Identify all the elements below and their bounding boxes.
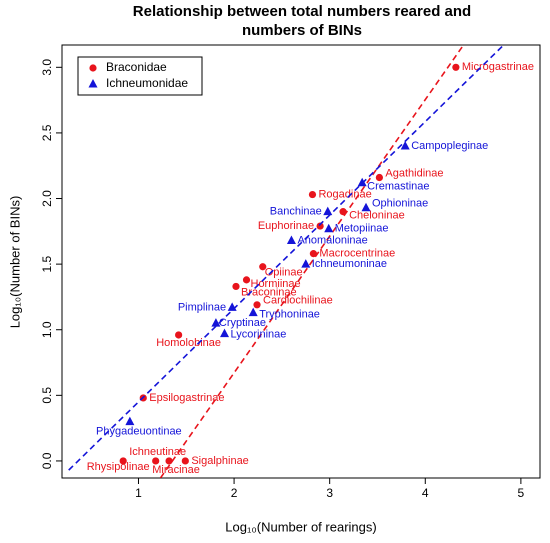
point xyxy=(253,301,261,309)
point-label: Lycorininae xyxy=(231,329,287,341)
point xyxy=(339,208,347,216)
point-label: Rogadinae xyxy=(318,188,371,200)
point-label: Ichneutinae xyxy=(129,446,186,458)
point xyxy=(316,222,324,230)
x-tick-label: 4 xyxy=(422,486,429,500)
x-tick-label: 5 xyxy=(518,486,525,500)
point-label: Epsilogastrinae xyxy=(149,392,224,404)
point-label: Ichneumoninae xyxy=(312,258,387,270)
legend-marker xyxy=(89,64,97,72)
y-tick-label: 0.5 xyxy=(40,387,54,404)
point xyxy=(152,457,160,465)
point-label: Banchinae xyxy=(270,206,322,218)
point-label: Opiinae xyxy=(265,267,303,279)
point-label: Phygadeuontinae xyxy=(96,425,182,437)
x-tick-label: 3 xyxy=(326,486,333,500)
point xyxy=(220,328,230,338)
fit-line xyxy=(159,45,465,478)
legend-marker xyxy=(88,79,98,88)
point xyxy=(361,202,371,212)
point xyxy=(232,282,240,291)
point xyxy=(357,177,367,187)
point xyxy=(227,302,237,311)
y-tick-label: 2.5 xyxy=(40,124,54,141)
legend-box xyxy=(77,56,203,96)
point-label: Cheloninae xyxy=(349,210,405,222)
x-tick-label: 1 xyxy=(135,486,142,500)
y-tick-label: 1.5 xyxy=(40,255,54,272)
point xyxy=(248,307,258,317)
point-label: Cremastinae xyxy=(367,181,429,193)
x-axis-label: Log₁₀(Number of rearings) xyxy=(225,519,376,534)
point-label: Rhysipolinae xyxy=(87,461,150,473)
y-tick-label: 3.0 xyxy=(40,59,54,76)
point-label: Pimplinae xyxy=(178,301,226,313)
legend-label: Ichneumonidae xyxy=(106,76,188,90)
point xyxy=(301,259,311,268)
point xyxy=(211,318,221,327)
plot-frame xyxy=(61,44,541,479)
legend-label: Braconidae xyxy=(106,60,167,74)
point-label: Agathidinae xyxy=(385,167,443,179)
point-label: Euphorinae xyxy=(258,220,314,232)
point-label: Cryptinae xyxy=(219,317,266,329)
point xyxy=(165,457,173,465)
point-label: Anomaloninae xyxy=(297,234,367,246)
point xyxy=(323,206,333,216)
point xyxy=(324,223,334,233)
point-label: Braconinae xyxy=(241,286,297,298)
chart-title: numbers of BINs xyxy=(242,22,362,39)
chart-title: Relationship between total numbers reare… xyxy=(133,3,471,20)
point-label: Cardiochilinae xyxy=(263,295,333,307)
point xyxy=(259,263,267,271)
point-label: Campopleginae xyxy=(411,140,488,152)
point xyxy=(119,457,127,465)
point xyxy=(375,173,383,182)
point-label: Miracinae xyxy=(152,464,200,476)
y-tick-label: 2.0 xyxy=(40,190,54,207)
x-tick-label: 2 xyxy=(231,486,238,500)
point-label: Macrocentrinae xyxy=(319,248,395,260)
point xyxy=(125,416,135,426)
y-tick-label: 0.0 xyxy=(40,452,54,469)
point xyxy=(286,235,296,245)
y-axis-label: Log₁₀(Number of BINs) xyxy=(7,196,22,329)
point-label: Ophioninae xyxy=(372,198,428,210)
point-label: Homolobinae xyxy=(156,337,221,349)
fit-line xyxy=(68,45,505,471)
point-label: Sigalphinae xyxy=(191,455,249,467)
point xyxy=(175,331,183,339)
point-label: Tryphoninae xyxy=(259,309,320,321)
point-label: Microgastrinae xyxy=(462,61,534,73)
point xyxy=(181,457,189,465)
point xyxy=(242,276,251,284)
point xyxy=(309,250,318,258)
point xyxy=(400,141,410,150)
point xyxy=(308,190,317,199)
point-label: Metopiinae xyxy=(335,223,389,235)
y-tick-label: 1.0 xyxy=(40,321,54,338)
point xyxy=(452,63,460,71)
